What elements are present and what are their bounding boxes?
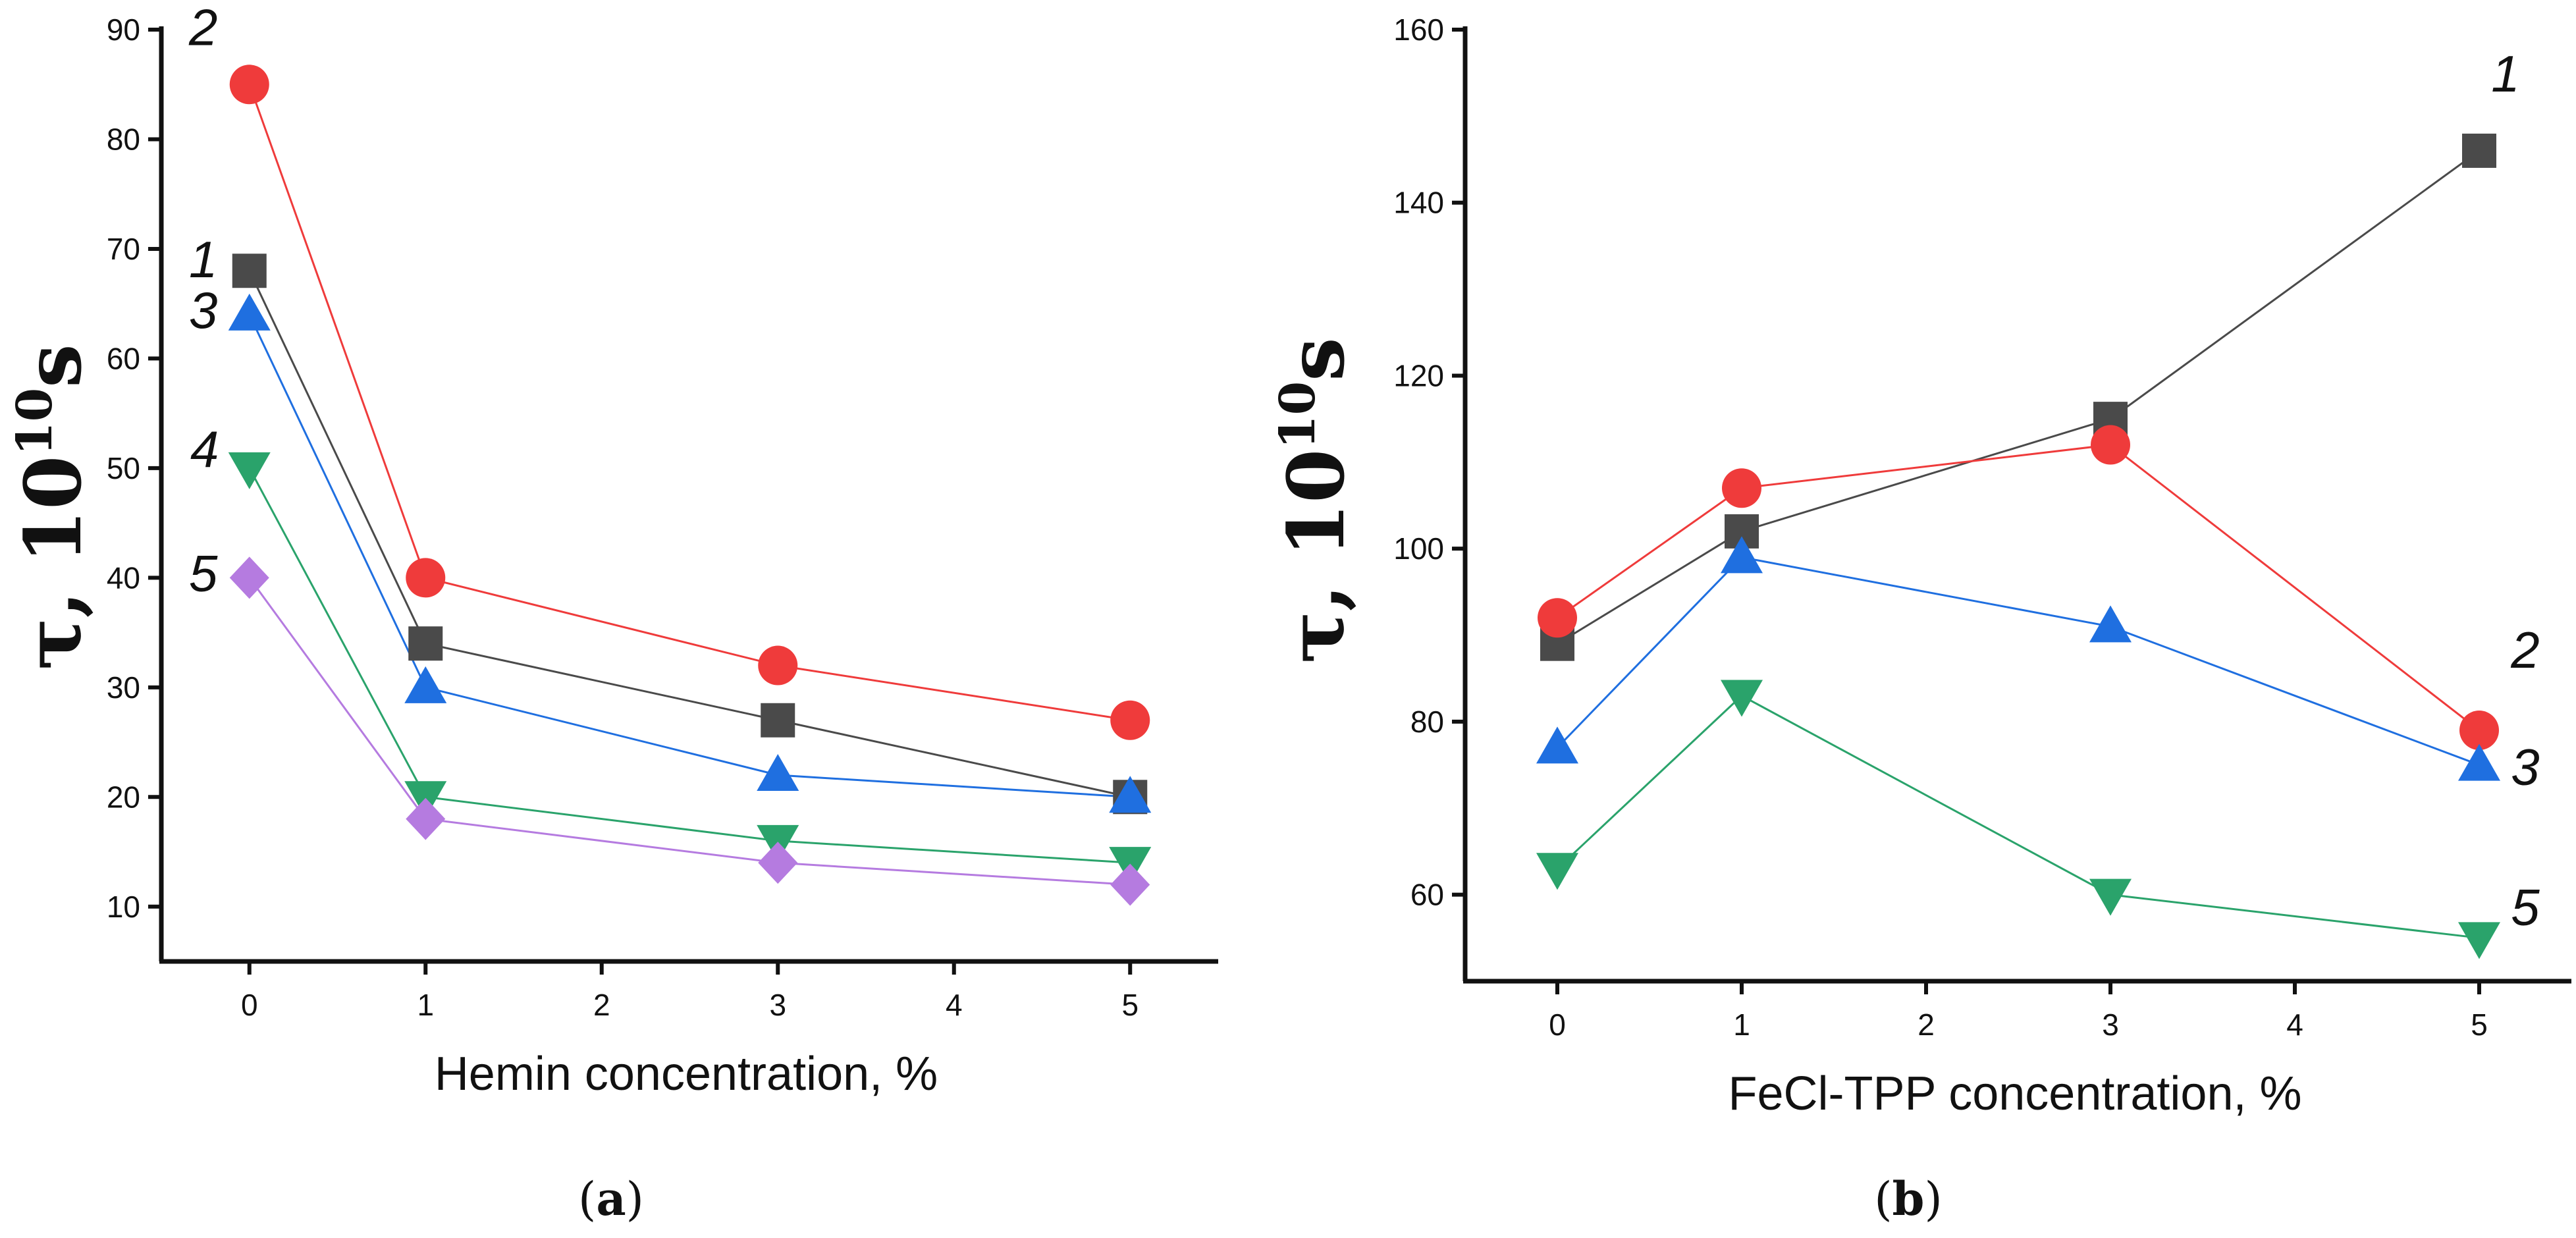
panel-a-ytick-label: 30: [107, 670, 140, 705]
panel-b-label: (b): [1874, 1171, 1943, 1226]
panel-a-ytick-label: 10: [107, 890, 140, 924]
panel-a-xtick-label: 2: [593, 988, 610, 1022]
panel-a-label-open: (: [578, 1172, 596, 1226]
panel-a-series-2-point: [229, 65, 269, 105]
panel-b-ylabel-sup: 10: [1270, 381, 1326, 449]
panel-b-series-1-point: [2462, 133, 2496, 168]
panel-b-series-3-point: [1721, 536, 1763, 574]
panel-a-series-4-point: [228, 452, 271, 489]
panel-a-series-3-point: [1109, 776, 1152, 813]
panel-a-series-1-line: [248, 270, 1131, 798]
panel-a-xtick-label: 1: [417, 988, 434, 1022]
panel-a-marks: 10 20 30 40 50 60 70 80 90 0 1 2 3 4 5 1 2 3 4 5: [107, 0, 1218, 1022]
panel-b-ytick-label: 100: [1393, 531, 1444, 566]
panel-a-ytick-label: 80: [107, 122, 140, 156]
panel-a-series-1-point: [232, 254, 267, 288]
panel-a-series-5-line: [248, 577, 1131, 886]
panel-a-ytick-label: 90: [107, 13, 140, 47]
panel-a-series-5-point: [1110, 863, 1150, 906]
panel-a-ylabel-sup: 10: [7, 388, 63, 456]
panel-a-label: (a): [578, 1171, 644, 1226]
panel-b-ytick-label: 160: [1393, 13, 1444, 47]
panel-a: 10 20 30 40 50 60 70 80 90 0 1 2 3 4 5 1 2 3 4 5 Hemin conc…: [7, 0, 1218, 1226]
panel-a-ylabel-unit: s: [7, 344, 99, 387]
panel-b-ytick-label: 140: [1393, 186, 1444, 220]
panel-b-series-3-point: [2458, 743, 2500, 781]
panel-a-xtick-label: 4: [946, 988, 963, 1022]
panel-b-ytick-label: 60: [1410, 878, 1444, 912]
panel-b-series-3-line: [1556, 556, 2480, 766]
panel-b-ytick-label: 80: [1410, 705, 1444, 739]
panel-a-series-3-point: [404, 666, 447, 703]
panel-a-series-5-point: [406, 797, 446, 840]
panel-b-label-close: ): [1924, 1172, 1942, 1226]
panel-b-label-open: (: [1874, 1172, 1892, 1226]
panel-b-series-1-line: [1557, 149, 2480, 645]
panel-a-series-4-line: [248, 468, 1131, 864]
panel-a-series-2-point: [406, 558, 446, 598]
panel-a-series-3-point: [757, 754, 799, 791]
panel-a-ytick-label: 70: [107, 232, 140, 266]
panel-b-ytick-label: 120: [1393, 358, 1444, 392]
panel-b-ylabel-main: τ, 10: [1270, 449, 1362, 664]
panel-a-ylabel-main: τ, 10: [7, 456, 99, 670]
panel-a-xtick-label: 3: [769, 988, 786, 1022]
panel-b-series-5-tag: 5: [2511, 878, 2540, 936]
panel-b-xtick-label: 5: [2471, 1008, 2488, 1042]
panel-b-xtick-label: 1: [1733, 1008, 1750, 1042]
panel-b-ylabel: τ, 1010s: [1270, 337, 1362, 663]
panel-b: 60 80 100 120 140 160 0 1 2 3 4 5 1 2 3 5 FeCl-TPP conc…: [1270, 13, 2571, 1226]
panel-b-marks: 60 80 100 120 140 160 0 1 2 3 4 5 1 2 3 5: [1393, 13, 2571, 1042]
panel-b-ylabel-unit: s: [1270, 337, 1362, 381]
panel-b-xtick-label: 0: [1549, 1008, 1566, 1042]
panel-b-series-3-point: [1536, 726, 1578, 764]
panel-b-series-2-point: [1538, 598, 1577, 638]
panel-b-series-2-point: [2091, 425, 2130, 465]
panel-a-series-3-point: [228, 293, 271, 331]
panel-a-ytick-label: 40: [107, 560, 140, 595]
panel-b-label-letter: b: [1892, 1171, 1925, 1226]
panel-a-series-5-tag: 5: [189, 544, 218, 602]
panel-a-series-2-line: [248, 84, 1131, 722]
panel-b-xlabel: FeCl-TPP concentration, %: [1728, 1067, 2301, 1120]
panel-b-series-2-line: [1557, 443, 2480, 732]
panel-b-series-1-tag: 1: [2491, 45, 2519, 103]
panel-b-series-5-point: [1536, 853, 1578, 890]
panel-a-series-2-tag: 2: [188, 0, 217, 56]
panel-b-series-5-point: [2089, 878, 2132, 916]
panel-a-xtick-label: 0: [241, 988, 258, 1022]
panel-b-xtick-label: 2: [1918, 1008, 1935, 1042]
panel-b-xtick-label: 3: [2102, 1008, 2119, 1042]
panel-b-xtick-label: 4: [2286, 1008, 2303, 1042]
panel-a-xtick-label: 5: [1121, 988, 1139, 1022]
panel-a-series-5-point: [229, 556, 269, 599]
panel-a-ytick-label: 20: [107, 780, 140, 814]
panel-a-series-1-point: [408, 626, 443, 661]
panel-a-ylabel: τ, 1010s: [7, 344, 99, 670]
panel-a-series-1-tag: 1: [189, 230, 217, 288]
panel-a-label-close: ): [626, 1172, 644, 1226]
panel-b-series-2-point: [2459, 711, 2499, 751]
panel-a-series-2-point: [1110, 700, 1150, 740]
panel-a-ytick-label: 50: [107, 451, 140, 485]
panel-b-series-3-tag: 3: [2511, 738, 2539, 796]
panel-a-series-3-line: [248, 314, 1131, 798]
panel-a-label-letter: a: [596, 1171, 626, 1226]
panel-a-series-5-point: [758, 842, 798, 884]
panel-a-series-4-tag: 4: [190, 420, 219, 478]
panel-b-series-5-line: [1556, 694, 2480, 939]
panel-b-series-2-point: [1722, 468, 1761, 508]
panel-a-series-1-point: [761, 703, 795, 738]
panel-a-xlabel: Hemin concentration, %: [435, 1048, 938, 1100]
panel-a-ytick-label: 60: [107, 341, 140, 375]
panel-b-series-3-point: [2089, 605, 2132, 643]
panel-a-series-3-tag: 3: [189, 281, 217, 339]
panel-b-series-5-point: [2458, 922, 2500, 959]
panel-b-series-5-point: [1721, 680, 1763, 717]
panel-a-series-2-point: [758, 645, 798, 686]
panel-b-series-2-tag: 2: [2510, 621, 2539, 679]
